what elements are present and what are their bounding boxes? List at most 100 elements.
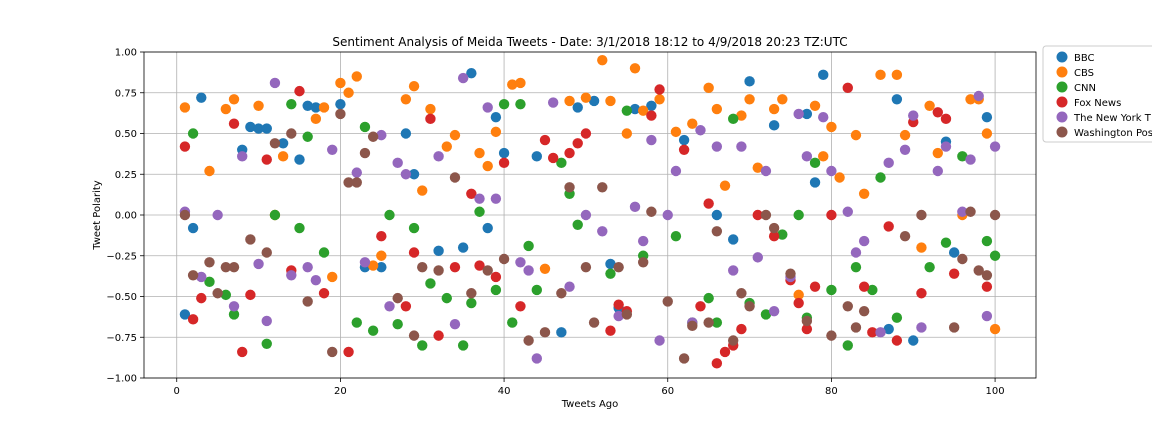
data-point (400, 94, 412, 105)
data-point (678, 134, 690, 146)
data-point (351, 167, 362, 178)
data-point (417, 185, 428, 196)
data-point (237, 346, 248, 358)
legend-marker-bbc (1056, 51, 1068, 63)
data-point (376, 129, 387, 141)
data-point (253, 258, 264, 270)
data-point (777, 229, 788, 240)
data-point (940, 237, 952, 248)
data-point (588, 95, 600, 107)
data-point (523, 335, 534, 346)
data-point (466, 67, 477, 79)
data-point (981, 270, 993, 281)
data-point (196, 292, 207, 304)
data-point (940, 113, 952, 125)
data-point (237, 151, 248, 162)
data-point (613, 299, 624, 310)
data-point (564, 281, 575, 292)
data-point (179, 102, 191, 113)
data-point (768, 103, 780, 115)
series-washington-pos (179, 108, 1001, 364)
data-point (957, 151, 968, 162)
data-point (662, 296, 673, 307)
data-point (474, 260, 485, 271)
data-point (605, 325, 616, 336)
data-point (449, 261, 461, 273)
data-point (294, 85, 305, 97)
data-point (818, 151, 829, 162)
data-point (809, 100, 821, 111)
data-point (605, 268, 616, 279)
data-point (629, 103, 641, 115)
data-point (875, 69, 886, 81)
data-point (842, 340, 853, 351)
data-point (711, 226, 723, 237)
chart-title: Sentiment Analysis of Meida Tweets - Dat… (332, 35, 847, 49)
data-point (556, 157, 567, 169)
y-tick-label: −0.50 (106, 292, 137, 303)
data-point (376, 261, 387, 273)
data-point (196, 92, 207, 103)
data-point (539, 263, 551, 274)
y-tick-label: 1.00 (115, 48, 137, 59)
data-point (261, 123, 272, 134)
data-point (981, 235, 993, 247)
data-point (367, 325, 379, 336)
data-point (482, 102, 493, 113)
data-point (466, 288, 477, 299)
data-point (269, 209, 281, 221)
data-point (687, 118, 698, 129)
data-point (883, 221, 894, 232)
data-point (637, 105, 649, 116)
data-point (474, 147, 485, 159)
data-point (351, 177, 362, 188)
data-point (605, 95, 616, 107)
data-point (327, 144, 338, 155)
data-point (531, 284, 543, 296)
data-point (981, 128, 993, 139)
data-point (891, 69, 903, 81)
data-point (425, 278, 436, 289)
data-point (768, 230, 780, 242)
data-point (408, 247, 420, 258)
data-point (531, 353, 543, 364)
data-point (728, 113, 739, 125)
data-point (908, 335, 919, 346)
data-point (245, 289, 256, 301)
data-point (924, 261, 935, 273)
data-point (580, 209, 592, 221)
data-point (220, 261, 232, 273)
data-point (801, 315, 813, 327)
data-point (809, 157, 821, 169)
data-point (613, 310, 624, 322)
data-point (940, 141, 952, 152)
data-point (261, 315, 272, 327)
data-point (531, 151, 543, 162)
data-point (515, 98, 526, 110)
data-point (515, 301, 526, 312)
data-point (228, 118, 240, 129)
data-point (261, 338, 272, 349)
data-point (425, 103, 436, 115)
data-point (932, 165, 943, 177)
data-point (646, 100, 657, 111)
data-point (384, 209, 395, 221)
data-point (335, 77, 346, 89)
data-point (989, 323, 1001, 335)
data-point (269, 138, 281, 149)
data-point (580, 261, 592, 273)
data-point (826, 284, 837, 296)
data-point (327, 346, 338, 358)
data-point (433, 245, 444, 257)
data-point (196, 271, 207, 283)
data-point (899, 230, 911, 242)
data-point (351, 317, 362, 328)
data-point (899, 129, 911, 141)
x-tick-label: 40 (498, 386, 511, 397)
data-point (932, 147, 943, 159)
data-point (809, 281, 821, 292)
data-point (948, 268, 960, 279)
data-point (220, 289, 232, 301)
data-point (801, 108, 813, 120)
